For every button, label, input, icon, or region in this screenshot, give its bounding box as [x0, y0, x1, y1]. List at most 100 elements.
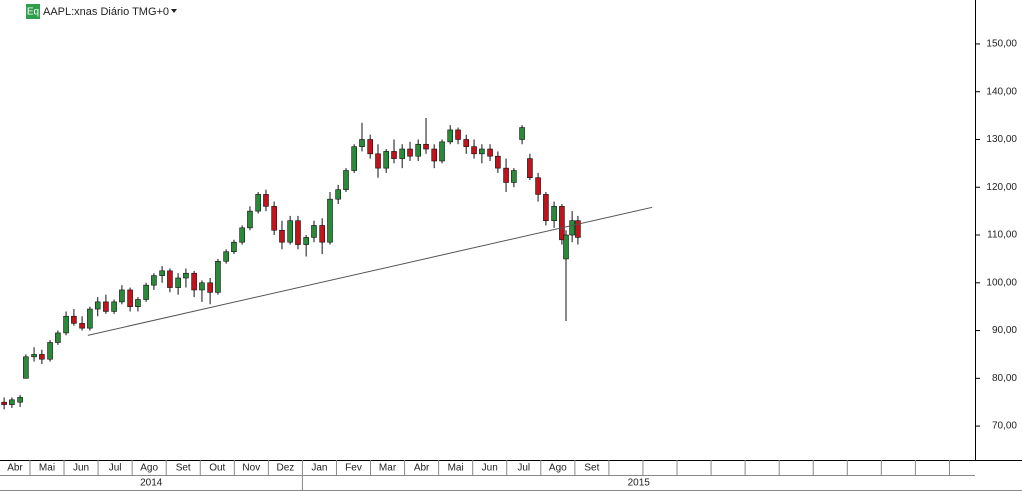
- candle-body: [295, 220, 301, 245]
- year-label: 2014: [140, 478, 163, 489]
- candle-body: [569, 220, 575, 236]
- candle-body: [215, 260, 221, 293]
- candle-body: [471, 146, 477, 155]
- candle-body: [527, 158, 533, 178]
- candle-body: [407, 148, 413, 157]
- candle-body: [319, 225, 325, 243]
- candle-body: [55, 332, 61, 343]
- candle-body: [423, 143, 429, 150]
- candle-body: [207, 282, 213, 293]
- candle-body: [487, 148, 493, 157]
- month-label: Mai: [39, 463, 55, 474]
- candle-body: [383, 151, 389, 169]
- candle-body: [375, 153, 381, 169]
- candle-body: [431, 148, 438, 162]
- dropdown-arrow[interactable]: [171, 9, 177, 13]
- month-label: Fev: [345, 463, 362, 474]
- candle-body: [63, 315, 69, 334]
- candle-body: [111, 301, 117, 312]
- y-tick-label: 120,00: [986, 182, 1017, 193]
- y-tick-label: 90,00: [992, 325, 1017, 336]
- candle-body: [87, 308, 93, 329]
- candle-body: [199, 282, 205, 291]
- candle-body: [143, 284, 149, 300]
- month-label: Mar: [379, 463, 397, 474]
- candle-body: [247, 210, 253, 229]
- month-label: Jun: [73, 463, 89, 474]
- y-tick-label: 150,00: [986, 39, 1017, 50]
- candle-body: [367, 139, 373, 155]
- badge-bg: [26, 4, 40, 19]
- candle-body: [31, 354, 37, 358]
- candle-body: [559, 206, 565, 241]
- chart-title[interactable]: AAPL:xnas Diário TMG+0: [43, 6, 169, 18]
- candle-body: [543, 194, 549, 221]
- month-label: Jan: [311, 463, 327, 474]
- candle-body: [519, 127, 525, 140]
- candle-body: [551, 206, 557, 221]
- candle-body: [343, 170, 349, 190]
- candle-body: [327, 198, 333, 243]
- month-label: Jun: [482, 463, 498, 474]
- y-tick-label: 110,00: [987, 230, 1017, 241]
- candle-body: [575, 220, 581, 238]
- month-label: Mai: [448, 463, 464, 474]
- candle-body: [479, 148, 485, 155]
- candle-body: [263, 194, 269, 207]
- candle-body: [191, 272, 197, 291]
- month-label: Jul: [109, 463, 122, 474]
- candle-body: [9, 399, 15, 405]
- candle-body: [439, 141, 445, 162]
- candle-body: [159, 270, 165, 276]
- y-tick-label: 130,00: [986, 134, 1017, 145]
- badge: Eq: [27, 7, 39, 18]
- candle-body: [151, 275, 157, 286]
- candle-body: [94, 301, 101, 310]
- month-label: Abr: [414, 463, 430, 474]
- candle-body: [495, 155, 501, 169]
- y-tick-label: 100,00: [986, 277, 1017, 288]
- candle-body: [255, 194, 261, 212]
- month-label: Dez: [276, 463, 294, 474]
- candle-body: [311, 225, 317, 238]
- month-label: Ago: [549, 463, 567, 474]
- candle-body: [119, 289, 125, 303]
- month-label: Set: [176, 463, 191, 474]
- candle-body: [455, 129, 461, 140]
- candle-body: [167, 270, 173, 288]
- candle-body: [135, 299, 141, 307]
- candle-body: [303, 237, 309, 245]
- month-label: Set: [584, 463, 599, 474]
- month-label: Out: [209, 463, 225, 474]
- candle-body: [17, 397, 23, 403]
- candle-body: [271, 206, 277, 231]
- candle-body: [47, 342, 53, 360]
- y-tick-label: 140,00: [986, 86, 1017, 97]
- candle-body: [415, 143, 421, 157]
- trendline: [87, 206, 653, 336]
- month-label: Ago: [140, 463, 158, 474]
- candle-body: [447, 129, 454, 143]
- candle-body: [175, 277, 181, 288]
- year-label: 2015: [628, 478, 651, 489]
- candle-body: [335, 189, 341, 200]
- candle-body: [279, 229, 285, 243]
- candle-body: [399, 148, 405, 159]
- month-label: Abr: [7, 463, 23, 474]
- candle-body: [287, 220, 293, 243]
- y-tick-label: 70,00: [992, 421, 1017, 432]
- candle-body: [511, 170, 517, 183]
- candle-body: [231, 241, 237, 253]
- candle-body: [359, 139, 365, 147]
- candle-body: [463, 139, 470, 147]
- candle-body: [223, 251, 229, 262]
- candle-body: [103, 301, 109, 312]
- candle-body: [183, 272, 189, 279]
- y-tick-label: 80,00: [992, 373, 1017, 384]
- candle-body: [563, 234, 569, 260]
- candle-body: [71, 315, 77, 324]
- candle-body: [1, 401, 7, 405]
- candle-body: [239, 227, 245, 243]
